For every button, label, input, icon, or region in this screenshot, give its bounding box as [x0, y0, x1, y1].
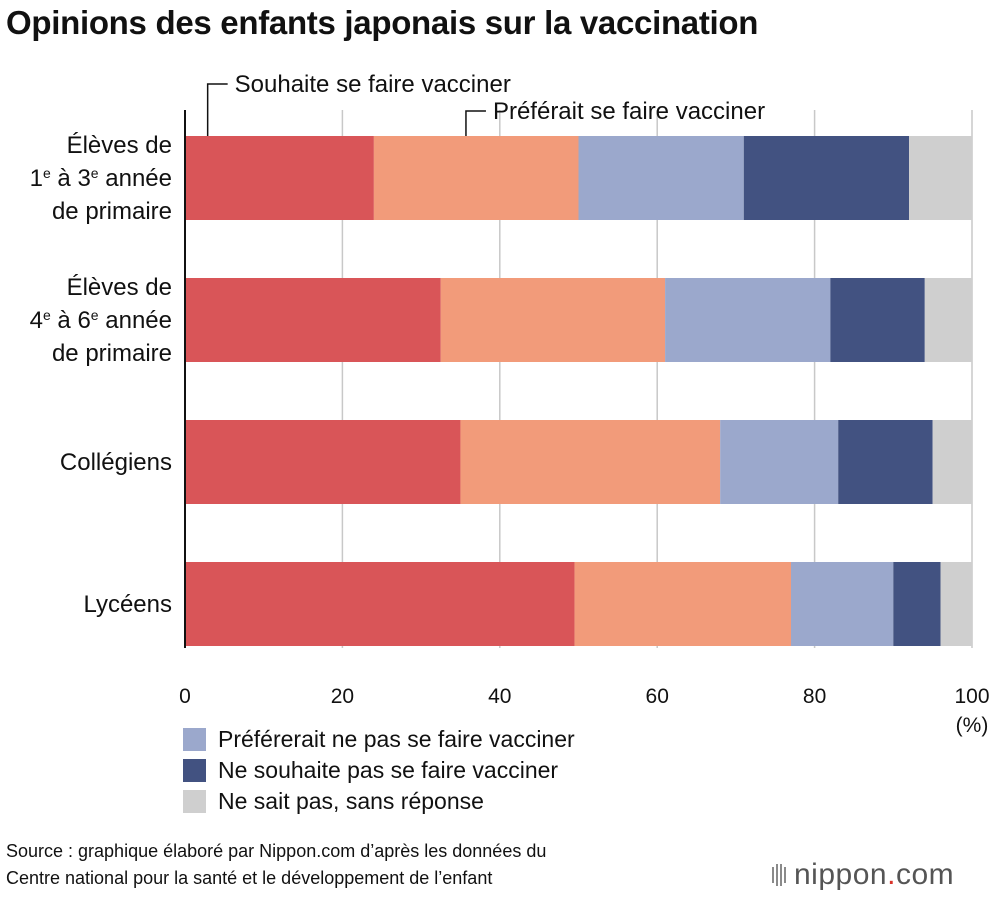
annotation-leader: [465, 110, 486, 136]
legend-swatch: [183, 759, 206, 782]
bar-segment: [185, 562, 575, 646]
bar-segment: [720, 420, 839, 504]
bar-segment: [924, 278, 972, 362]
legend: Préférerait ne pas se faire vacciner Ne …: [183, 724, 575, 817]
annotation-label: Souhaite se faire vacciner: [235, 71, 511, 98]
bar-segment: [185, 136, 374, 220]
category-label-part: Collégiens: [60, 449, 172, 476]
category-label-part: de primaire: [52, 340, 172, 367]
chart-plot: 0 20 40 60 80 100(%)Élèves de 1e à 3e année de …: [30, 71, 990, 737]
bar-segment: [909, 136, 972, 220]
category-label-part: 4: [30, 307, 43, 334]
bar-segment: [665, 278, 831, 362]
category-label: Collégiens: [60, 449, 172, 476]
bar-segment: [743, 136, 910, 220]
bar-segment: [574, 562, 791, 646]
x-tick-label: 20: [331, 685, 354, 708]
x-tick-label: 60: [646, 685, 669, 708]
category-label: Élèves de 4e à 6e année de primaire: [30, 274, 172, 367]
nippon-logo: nippon.com: [772, 858, 954, 892]
bar-segment: [373, 136, 579, 220]
category-label-part: à 3: [51, 165, 91, 192]
bar-segment: [940, 562, 972, 646]
x-tick-label: 100: [954, 685, 989, 708]
x-unit-label: (%): [956, 714, 989, 737]
category-label: Lycéens: [84, 591, 173, 618]
bar-segment: [460, 420, 721, 504]
bar-segment: [185, 420, 461, 504]
legend-item-no-answer: Ne sait pas, sans réponse: [183, 786, 575, 817]
source-line-1: Source : graphique élaboré par Nippon.co…: [6, 841, 547, 861]
category-label-part: année: [99, 165, 172, 192]
x-tick-label: 80: [803, 685, 826, 708]
category-label-part: e: [43, 307, 51, 323]
source-line-2: Centre national pour la santé et le déve…: [6, 868, 493, 888]
source-note: Source : graphique élaboré par Nippon.co…: [6, 838, 546, 892]
chart-title: Opinions des enfants japonais sur la vac…: [6, 4, 759, 41]
logo-wordmark: nippon.com: [794, 858, 955, 891]
legend-item-prefer-not: Préférerait ne pas se faire vacciner: [183, 724, 575, 755]
category-label-part: e: [91, 307, 99, 323]
bar-segment: [440, 278, 666, 362]
bar-segment: [790, 562, 894, 646]
bar-segment: [838, 420, 933, 504]
x-tick-label: 0: [179, 685, 191, 708]
category-label-part: à 6: [51, 307, 91, 334]
legend-label: Ne sait pas, sans réponse: [218, 788, 484, 814]
category-label-part: 1: [30, 165, 43, 192]
legend-swatch: [183, 728, 206, 751]
category-label-part: e: [91, 165, 99, 181]
legend-swatch: [183, 790, 206, 813]
annotation-label: Préférait se faire vacciner: [493, 98, 765, 125]
annotation-leader: [206, 83, 228, 136]
category-label-part: Élèves de: [67, 132, 172, 159]
bar-segment: [185, 278, 441, 362]
category-label-part: Lycéens: [84, 591, 173, 618]
bar-segment: [932, 420, 972, 504]
legend-label: Préférerait ne pas se faire vacciner: [218, 726, 575, 752]
category-label-part: e: [43, 165, 51, 181]
category-label: Élèves de 1e à 3e année de primaire: [30, 132, 172, 225]
logo-mark-icon: [772, 864, 786, 886]
category-label-part: Élèves de: [67, 274, 172, 301]
x-tick-label: 40: [488, 685, 511, 708]
bar-segment: [578, 136, 744, 220]
legend-label: Ne souhaite pas se faire vacciner: [218, 757, 559, 783]
category-label-part: de primaire: [52, 198, 172, 225]
bar-segment: [893, 562, 941, 646]
legend-item-does-not-want: Ne souhaite pas se faire vacciner: [183, 755, 575, 786]
category-label-part: année: [99, 307, 172, 334]
bar-segment: [830, 278, 925, 362]
